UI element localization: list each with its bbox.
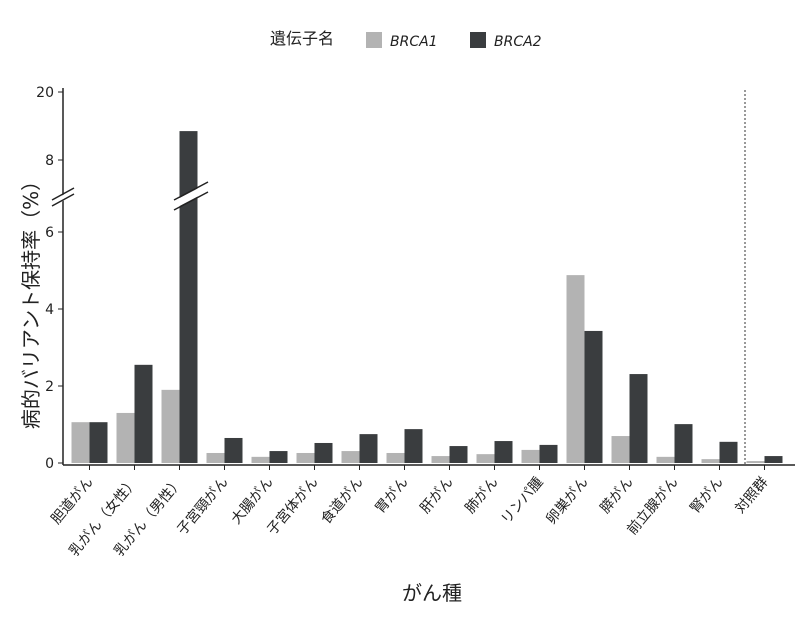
axis-break [173, 191, 209, 211]
bar [764, 456, 783, 463]
bar [89, 422, 108, 463]
bar [269, 451, 288, 463]
legend-title: 遺伝子名 [270, 29, 334, 48]
bar [701, 459, 720, 463]
axis-break [51, 187, 75, 201]
bar [539, 444, 558, 463]
bar [296, 452, 315, 463]
x-tick-label: 腎がん [687, 474, 726, 516]
bar [206, 452, 225, 463]
x-tick-label: 胃がん [372, 474, 411, 516]
bar [611, 436, 630, 463]
bar [71, 422, 90, 463]
x-tick-label: リンパ腫 [498, 474, 546, 527]
x-axis-label: がん種 [402, 581, 462, 605]
bar [359, 434, 378, 463]
x-tick-label: 肝がん [417, 474, 456, 516]
bar [179, 131, 198, 463]
bar [476, 454, 495, 463]
bar [629, 374, 648, 463]
y-tick-label: 4 [45, 302, 54, 318]
bar [584, 330, 603, 463]
x-tick-label: 食道がん [318, 474, 367, 528]
legend-swatch [470, 32, 486, 48]
bar [656, 456, 675, 463]
x-tick-label: 卵巣がん [543, 474, 591, 527]
bar [719, 441, 738, 463]
bar [746, 461, 765, 463]
y-tick-label: 0 [45, 456, 54, 472]
bar [494, 441, 513, 463]
bar [386, 452, 405, 463]
bar [134, 364, 153, 463]
legend-label: BRCA1 [390, 34, 438, 50]
bar [449, 446, 468, 463]
y-tick-label: 2 [45, 379, 54, 395]
legend-swatch [366, 32, 382, 48]
bar [404, 429, 423, 463]
bar [674, 424, 693, 463]
x-tick-label: 肺がん [462, 474, 501, 516]
x-tick-label: 膵がん [597, 474, 636, 516]
bar [161, 389, 180, 463]
axis-break [51, 193, 75, 207]
bar [341, 451, 360, 463]
legend-label: BRCA2 [494, 34, 542, 50]
bar [116, 412, 135, 463]
x-tick-label: 対照群 [732, 474, 771, 516]
y-tick-label: 8 [45, 153, 54, 169]
bar [314, 442, 333, 463]
bar [566, 275, 585, 463]
x-tick-label: 大腸がん [228, 474, 276, 527]
bar [224, 437, 243, 463]
bar [521, 449, 540, 463]
axis-break [173, 181, 209, 201]
x-tick-label: 胆道がん [48, 474, 96, 527]
y-axis-label: 病的バリアント保持率（%） [19, 171, 43, 429]
bar [251, 456, 270, 463]
y-tick-label: 6 [45, 225, 54, 241]
bar [431, 456, 450, 463]
axis-break [172, 182, 210, 210]
y-tick-label: 20 [36, 85, 54, 101]
